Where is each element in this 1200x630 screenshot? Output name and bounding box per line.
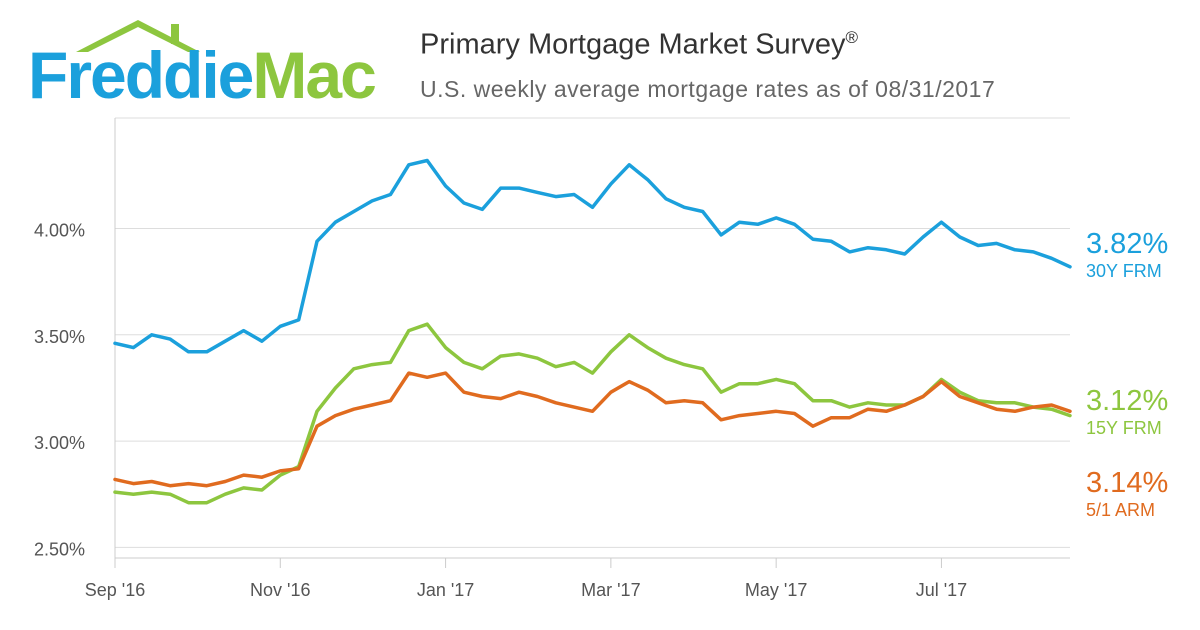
x-tick-label: Jul '17 xyxy=(916,580,967,600)
callout-arm-label: 5/1 ARM xyxy=(1086,500,1156,520)
x-tick-label: Mar '17 xyxy=(581,580,640,600)
x-tick-label: Jan '17 xyxy=(417,580,474,600)
registered-mark: ® xyxy=(845,28,858,47)
series-line-frm30 xyxy=(113,158,1072,354)
logo-wordmark: FreddieMac xyxy=(28,38,375,107)
y-tick-label: 3.00% xyxy=(34,433,85,453)
callout-arm-value: 3.14% xyxy=(1086,467,1169,499)
callout-15y-value: 3.12% xyxy=(1086,385,1169,417)
x-tick-label: Nov '16 xyxy=(250,580,310,600)
x-tick-label: May '17 xyxy=(745,580,807,600)
house-chimney-icon xyxy=(171,24,179,44)
y-tick-label: 4.00% xyxy=(34,221,85,241)
callout-arm: 3.14% 5/1 ARM xyxy=(1086,467,1168,521)
callout-30y: 3.82% 30Y FRM xyxy=(1086,228,1168,282)
y-tick-label: 3.50% xyxy=(34,327,85,347)
house-roof-icon xyxy=(76,20,200,52)
x-tick-label: Sep '16 xyxy=(85,580,146,600)
callout-15y-label: 15Y FRM xyxy=(1086,418,1162,438)
freddie-mac-logo: FreddieMac xyxy=(28,20,377,107)
chart-title: Primary Mortgage Market Survey® xyxy=(420,28,858,61)
y-tick-label: 2.50% xyxy=(34,539,85,559)
series-line-arm51 xyxy=(113,371,1072,488)
callout-15y: 3.12% 15Y FRM xyxy=(1086,385,1168,439)
chart-subtitle: U.S. weekly average mortgage rates as of… xyxy=(420,76,996,102)
callout-30y-value: 3.82% xyxy=(1086,228,1169,260)
callout-30y-label: 30Y FRM xyxy=(1086,261,1162,281)
